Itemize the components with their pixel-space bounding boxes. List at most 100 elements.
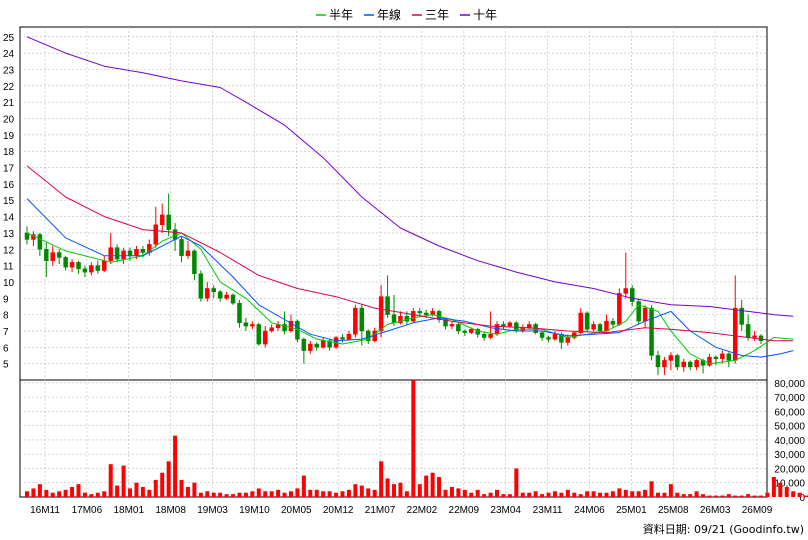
candle-body <box>507 322 513 327</box>
candle-body <box>726 353 732 361</box>
volume-bar <box>224 494 229 497</box>
candle-body <box>481 333 487 338</box>
volume-bar <box>314 489 319 497</box>
candle-body <box>185 250 191 257</box>
volume-bar <box>701 494 706 497</box>
candle-body <box>694 360 699 368</box>
candle-body <box>449 324 455 327</box>
volume-bar <box>95 492 100 497</box>
volume-bar <box>668 484 673 497</box>
price-tick-label: 23 <box>3 65 15 76</box>
volume-bar <box>50 492 55 497</box>
volume-bar <box>205 491 210 497</box>
x-tick-label: 16M11 <box>30 505 60 516</box>
price-tick-label: 18 <box>3 147 15 158</box>
volume-bar <box>688 494 693 497</box>
volume-bar <box>346 489 351 497</box>
volume-bar <box>359 485 364 497</box>
candle-body <box>739 307 744 325</box>
volume-bar <box>636 491 641 497</box>
volume-bar <box>63 489 68 497</box>
candle-body <box>44 249 49 261</box>
volume-bar <box>804 495 808 497</box>
volume-bars <box>25 380 808 497</box>
candle-body <box>69 262 75 268</box>
candle-body <box>552 333 558 340</box>
volume-bar <box>173 435 178 497</box>
volume-bar <box>192 482 197 497</box>
volume-bar <box>739 495 744 497</box>
candle-body <box>159 214 165 225</box>
candle-body <box>308 343 313 351</box>
volume-bar <box>198 492 203 497</box>
volume-bar <box>417 484 422 497</box>
candle-body <box>89 265 94 273</box>
candle-body <box>50 252 56 261</box>
volume-bar <box>147 489 152 497</box>
candle-body <box>488 333 493 338</box>
volume-bar <box>488 492 493 497</box>
candle-body <box>205 288 210 299</box>
volume-axis: 0 10,000 20,000 30,000 40,000 50,000 60,000 70,… <box>774 379 805 504</box>
volume-bar <box>623 489 628 497</box>
candle-body <box>636 301 641 322</box>
price-tick-label: 11 <box>3 262 14 273</box>
volume-bar <box>250 491 255 497</box>
volume-bar <box>443 489 448 497</box>
volume-bar <box>37 484 42 497</box>
candle-body <box>675 355 680 368</box>
price-panel-frame <box>19 26 768 381</box>
volume-bar <box>520 492 525 497</box>
ma-year-line <box>26 198 794 358</box>
volume-bar <box>649 481 654 497</box>
candle-body <box>758 335 764 342</box>
volume-bar <box>392 484 396 497</box>
volume-bar <box>404 491 409 497</box>
volume-bar <box>655 492 660 497</box>
candle-body <box>63 257 68 268</box>
candle-body <box>713 356 719 360</box>
volume-bar <box>411 380 416 497</box>
price-tick-label: 16 <box>3 180 15 191</box>
volume-bar <box>276 489 281 497</box>
candle-body <box>681 361 686 368</box>
volume-bar <box>128 488 133 497</box>
candle-body <box>642 307 648 322</box>
price-tick-label: 7 <box>3 327 9 338</box>
candle-body <box>604 320 609 332</box>
volume-bar <box>720 495 725 497</box>
volume-bar <box>256 488 261 497</box>
x-tick-label: 17M06 <box>72 505 103 516</box>
volume-bar <box>185 487 190 497</box>
candle-body <box>127 250 133 257</box>
candle-body <box>140 249 146 253</box>
candle-body <box>359 307 365 332</box>
volume-bar <box>430 472 435 497</box>
volume-bar <box>610 491 615 497</box>
candle-body <box>443 319 448 327</box>
volume-bar <box>495 489 500 497</box>
candle-body <box>462 330 468 333</box>
x-tick-label: 26M09 <box>742 505 773 516</box>
legend-ten-year: 十年 <box>473 8 497 22</box>
volume-bar <box>76 484 81 497</box>
candle-body <box>720 353 725 360</box>
volume-bar <box>82 492 87 497</box>
volume-bar <box>160 472 165 497</box>
candle-body <box>179 239 184 257</box>
volume-bar <box>308 489 313 497</box>
candle-body <box>250 324 255 327</box>
candle-body <box>365 330 371 342</box>
volume-bar <box>501 494 506 497</box>
volume-bar <box>765 492 770 497</box>
legend-half-year: 半年 <box>329 8 353 22</box>
volume-bar <box>301 475 306 497</box>
ma-ten-year-line <box>26 36 794 317</box>
candle-body <box>340 337 345 340</box>
volume-bar <box>707 495 712 497</box>
candle-body <box>82 268 88 273</box>
price-tick-label: 6 <box>3 343 9 354</box>
x-tick-label: 25M08 <box>658 505 689 516</box>
volume-bar <box>218 492 223 497</box>
